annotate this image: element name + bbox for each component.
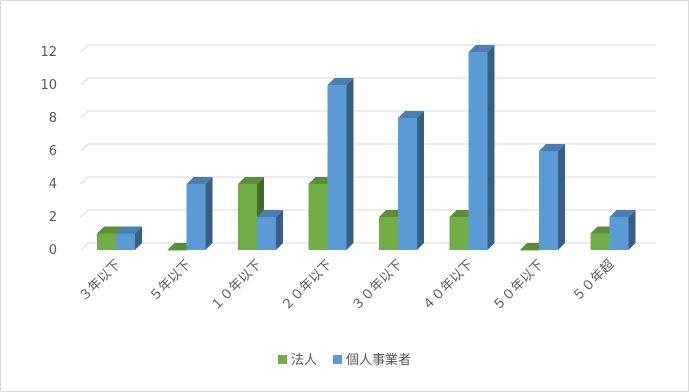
- bar: [327, 78, 354, 250]
- gridline: [80, 110, 656, 119]
- bar: [609, 210, 636, 250]
- gridline: [80, 209, 656, 218]
- gridlines: [80, 44, 656, 251]
- y-tick-label: 4: [49, 177, 57, 192]
- bar: [116, 226, 142, 250]
- gridline: [80, 242, 656, 251]
- category-label: １０年以下: [208, 257, 265, 314]
- bars: [97, 45, 636, 251]
- gridline: [80, 77, 656, 86]
- category-label: ３０年以下: [349, 257, 406, 314]
- category-label: ５０年以下: [490, 257, 547, 314]
- category-label: ５０年超: [570, 257, 617, 304]
- gridline: [80, 176, 656, 185]
- y-tick-label: 10: [40, 78, 57, 93]
- category-label: ５年以下: [147, 257, 194, 304]
- bar: [539, 144, 565, 250]
- legend-label: 個人事業者: [346, 352, 411, 368]
- bar: [257, 210, 283, 250]
- legend: 法人 個人事業者: [278, 352, 411, 368]
- legend-swatch: [278, 355, 287, 364]
- y-tick-label: 12: [40, 45, 57, 60]
- x-axis-labels: ３年以下 ５年以下 １０年以下 ２０年以下 ３０年以下 ４０年以下 ５０年以下 ５０年超: [76, 257, 617, 314]
- category-label: ４０年以下: [420, 257, 477, 314]
- bar: [398, 111, 424, 250]
- y-axis-ticks: 0 2 4 6 8 10 12: [40, 45, 57, 258]
- y-tick-label: 2: [49, 210, 57, 225]
- gridline: [80, 143, 656, 152]
- legend-label: 法人: [291, 353, 317, 368]
- y-tick-label: 0: [49, 243, 57, 258]
- category-label: ３年以下: [76, 257, 123, 304]
- gridline: [80, 44, 656, 53]
- category-label: ２０年以下: [279, 257, 336, 314]
- bar: [468, 45, 495, 250]
- legend-swatch: [333, 355, 342, 364]
- bar: [186, 177, 213, 250]
- y-tick-label: 8: [49, 111, 57, 126]
- y-tick-label: 6: [49, 144, 57, 159]
